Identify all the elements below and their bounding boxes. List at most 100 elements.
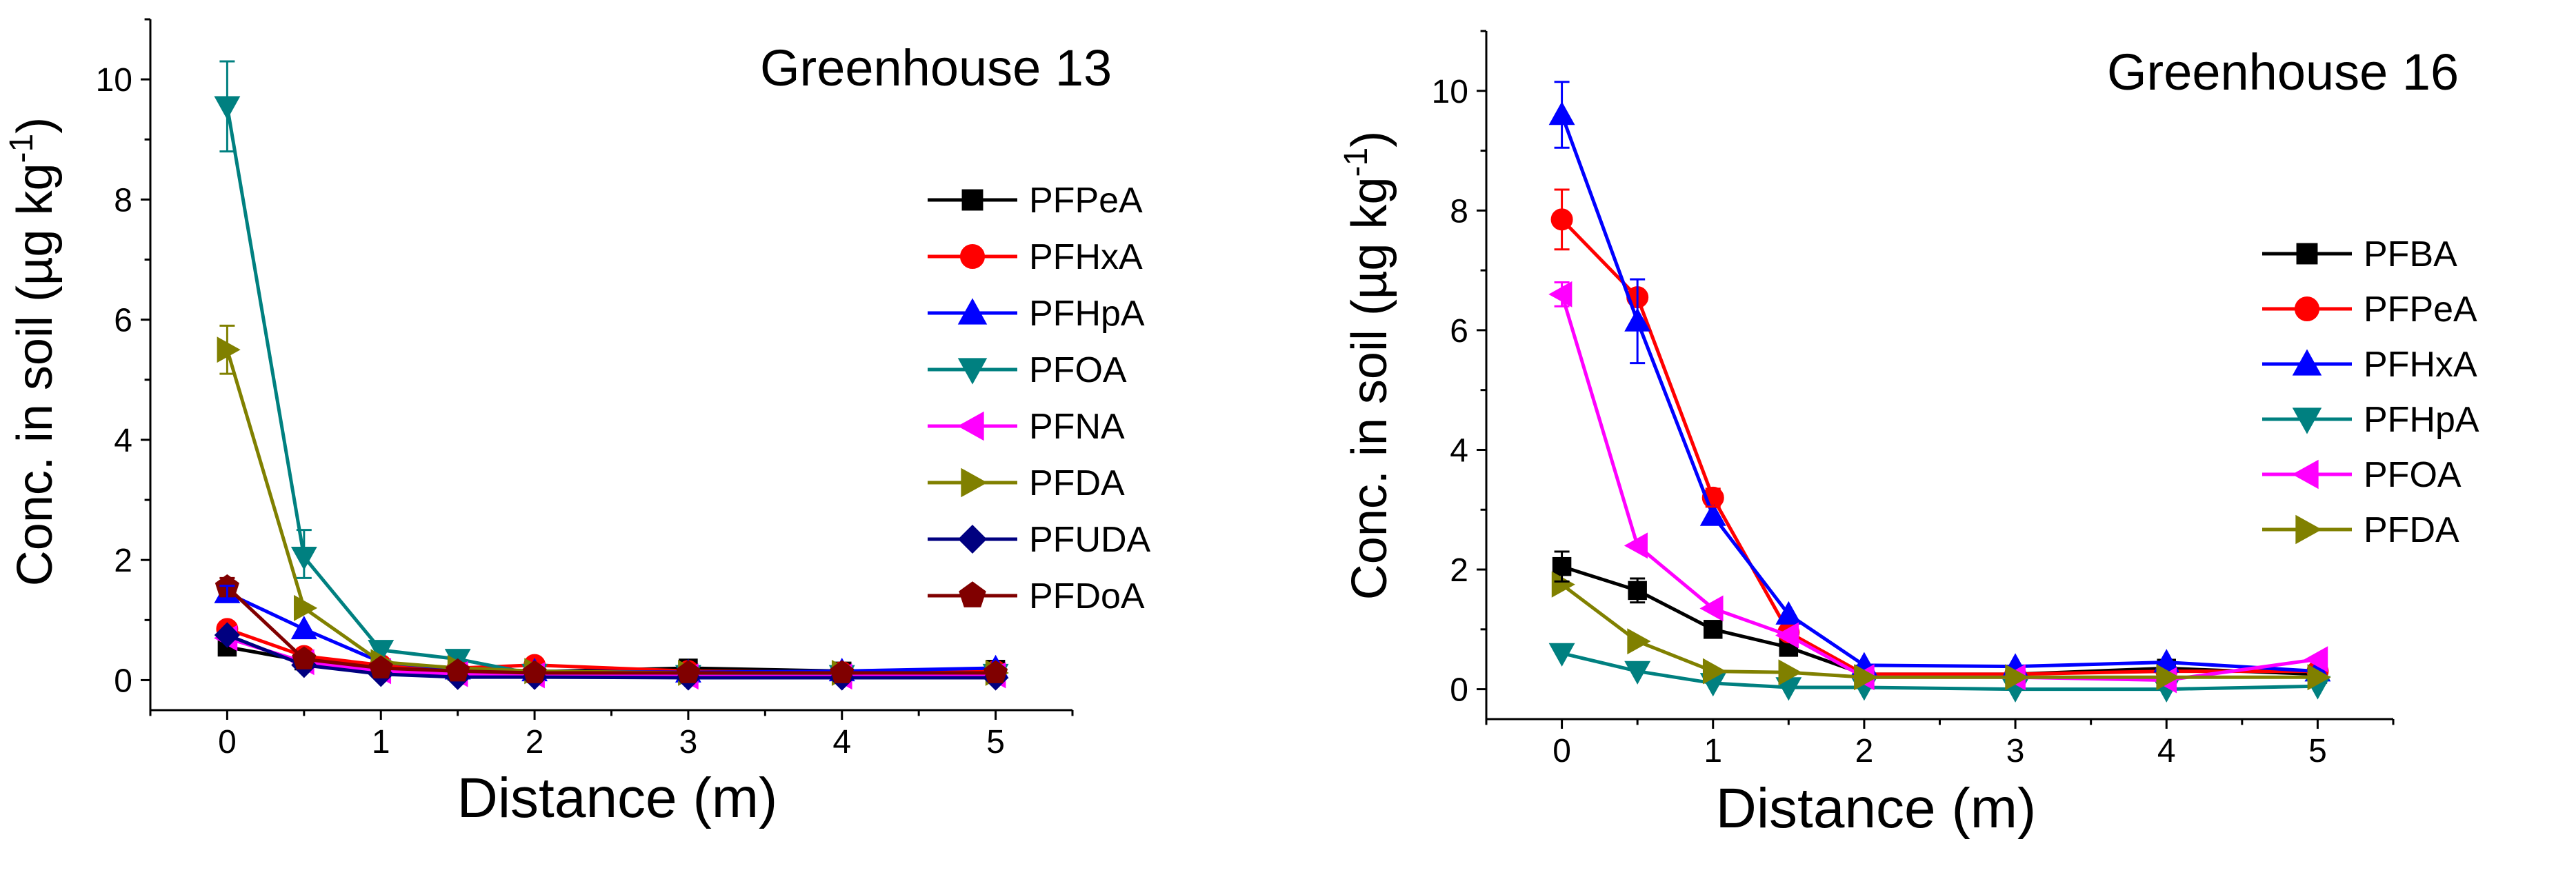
legend-marker [957,411,984,441]
data-point [2304,646,2328,673]
legend-label: PFUDA [1029,520,1151,560]
series-pfpea [1550,208,2329,685]
error-bar [1554,188,1570,251]
series-line [226,349,996,675]
data-point [522,660,547,683]
error-bar [219,585,235,602]
legend-item: PFUDA [928,520,1151,560]
error-bar [1554,281,1570,308]
legend-label: PFOA [2364,455,2462,495]
y-tick-label: 10 [96,62,132,99]
data-point [1775,622,1799,649]
x-tick-label: 3 [2006,733,2025,769]
legend-item: PFPeA [2262,290,2477,330]
legend: PFBA PFPeA PFHxA PFHpA PFOA PFDA [2262,234,2479,550]
x-tick-label: 4 [2157,733,2176,769]
data-point [290,616,317,640]
data-point [676,660,701,683]
data-point [1778,659,1802,686]
series-pfda [217,336,1009,686]
data-point [368,655,393,678]
error-bar [219,324,235,375]
legend-label: PFNA [1029,407,1125,447]
x-tick-label: 1 [1704,733,1722,769]
y-axis-label-close: ) [1342,131,1397,148]
data-point [1704,620,1723,639]
chart-title: Greenhouse 16 [2107,43,2459,101]
x-axis-label: Distance (m) [1716,777,2037,840]
x-axis-label: Distance (m) [457,767,778,829]
y-axis-label-superscript: -1 [1338,148,1375,177]
legend-marker [961,467,988,498]
x-tick-label: 2 [526,724,544,760]
x-tick-label: 4 [832,724,851,760]
legend-item: PFNA [928,407,1125,447]
series-line [225,105,996,677]
data-point [446,658,470,682]
error-bar [1630,278,1646,365]
legend-marker [2292,407,2322,434]
data-point [1548,643,1575,667]
series-line [226,585,996,675]
data-point [292,646,317,669]
data-point [1699,502,1726,526]
legend-item: PFDA [2262,510,2459,550]
legend-label: PFHxA [2364,345,2477,385]
y-tick-label: 0 [114,663,132,699]
legend-item: PFDoA [928,576,1145,616]
panel-greenhouse-16: Greenhouse 16 Distance (m) Conc. in soil… [1338,30,2479,840]
x-tick-label: 0 [218,724,237,760]
series-pfuda [214,622,1009,691]
y-tick-label: 8 [114,182,132,219]
legend-item: PFPeA [928,181,1143,221]
chart-title: Greenhouse 13 [760,39,1112,97]
data-point [1551,571,1575,598]
y-tick-label: 8 [1450,193,1468,230]
series-pfhxa [1548,101,2331,682]
legend-item: PFHxA [2262,345,2477,385]
legend-marker [2292,349,2322,376]
legend-label: PFHpA [1029,294,1145,334]
data-point [1854,664,1878,691]
legend-item: PFDA [928,463,1125,503]
error-bar [1630,577,1646,604]
data-point [1702,658,1727,685]
legend-label: PFBA [2364,234,2457,274]
data-point [830,660,855,683]
series-line [1560,294,2318,683]
axes: 0 1 2 3 4 5 0 2 4 6 8 10 [1432,30,2395,769]
legend-marker [960,244,985,269]
y-axis-label-main: Conc. in soil (µg kg [1342,177,1397,600]
data-point [1624,661,1651,685]
legend-marker [961,189,984,211]
data-point [214,622,241,648]
legend-marker [2296,243,2318,265]
legend-marker [957,358,988,385]
axes: 0 1 2 3 4 5 0 2 4 6 8 10 [96,18,1074,760]
data-point [368,640,395,664]
data-point [2005,664,2029,691]
series-line [1561,652,2318,692]
x-tick-label: 2 [1855,733,1874,769]
y-tick-label: 6 [1450,313,1468,350]
data-point [294,594,318,621]
legend-label: PFPeA [2364,290,2477,330]
y-tick-label: 10 [1432,74,1468,110]
series-line [1561,583,2318,679]
series-line [1560,218,2318,676]
legend-marker [2295,514,2322,545]
data-point [2156,664,2180,691]
data-point [1548,281,1572,308]
data-point [1775,601,1802,625]
series-pfoa [1548,281,2328,694]
y-axis-label: Conc. in soil (µg kg-1) [1338,131,1397,600]
series-line [1560,114,2318,674]
y-axis-label-superscript: -1 [3,134,40,163]
legend: PFPeA PFHxA PFHpA PFOA PFNA PFDA PFUDA PFDoA [928,181,1151,616]
data-point [2307,664,2331,691]
panel-greenhouse-13: Greenhouse 13 Distance (m) Conc. in soil… [3,18,1151,829]
legend-item: PFOA [928,350,1127,390]
legend-label: PFDoA [1029,576,1145,616]
error-bar [1554,81,1570,149]
